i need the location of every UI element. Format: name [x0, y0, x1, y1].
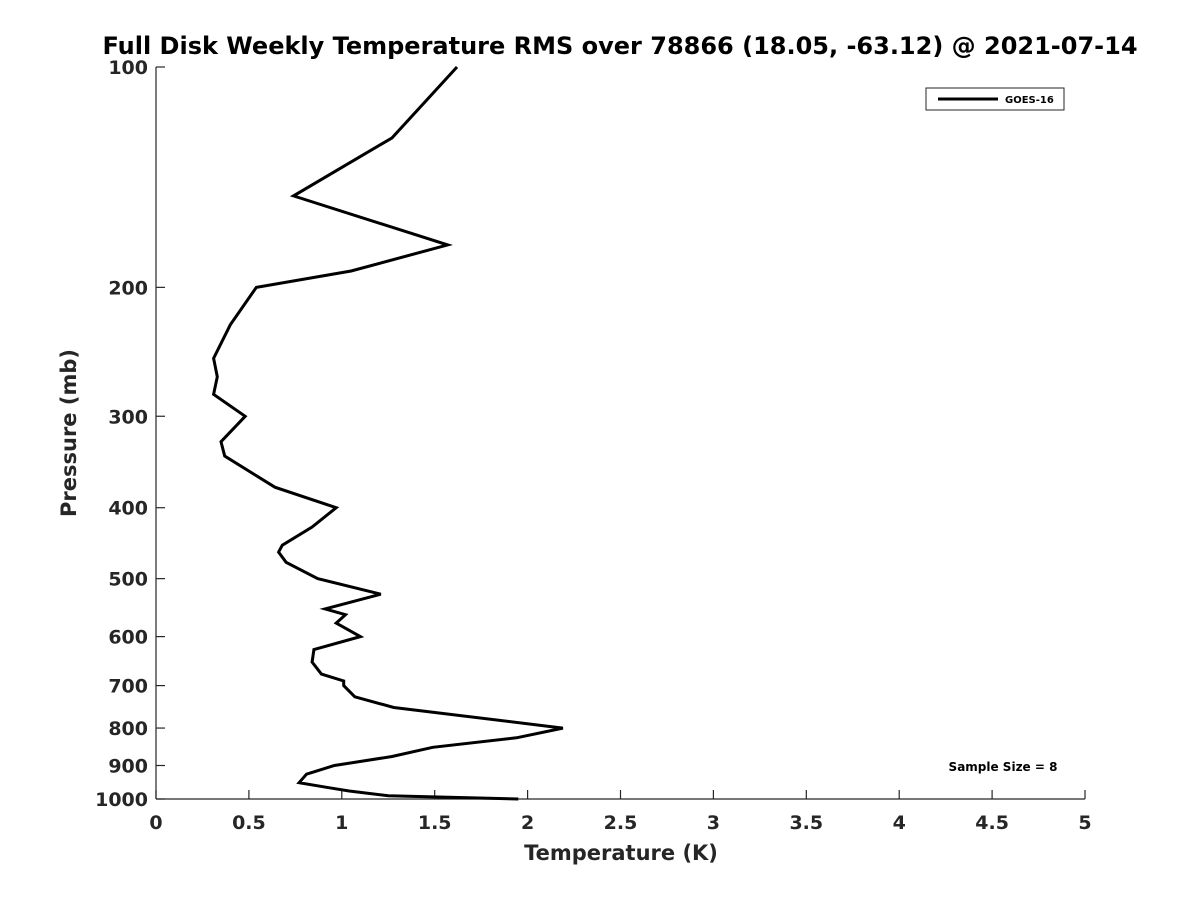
data-point	[299, 782, 300, 783]
data-point	[293, 195, 294, 196]
data-point	[516, 737, 517, 738]
data-point	[393, 707, 394, 708]
data-point	[213, 358, 214, 359]
chart-title: Full Disk Weekly Temperature RMS over 78…	[102, 32, 1137, 60]
data-point	[518, 799, 519, 800]
data-point	[343, 681, 344, 682]
data-point	[447, 244, 448, 245]
y-tick-label: 900	[108, 756, 148, 778]
sample-size-annotation: Sample Size = 8	[949, 760, 1058, 774]
data-point	[312, 526, 313, 527]
data-point	[274, 487, 275, 488]
data-point	[313, 649, 314, 650]
data-point	[312, 662, 313, 663]
data-point	[336, 623, 337, 624]
data-point	[349, 790, 350, 791]
data-point	[217, 376, 218, 377]
data-point	[245, 416, 246, 417]
data-point	[317, 578, 318, 579]
x-tick-label: 4.5	[975, 812, 1009, 834]
y-tick-label: 700	[108, 676, 148, 698]
y-tick-label: 400	[108, 498, 148, 520]
series-line-goes-16	[211, 65, 564, 801]
data-point	[360, 636, 361, 637]
y-tick-label: 800	[108, 718, 148, 740]
y-tick-label: 600	[108, 627, 148, 649]
y-axis-label: Pressure (mb)	[57, 349, 81, 517]
x-tick-label: 4	[893, 812, 906, 834]
data-point	[456, 67, 457, 68]
data-point	[278, 552, 279, 553]
x-tick-label: 1.5	[418, 812, 452, 834]
series-group	[211, 65, 564, 801]
data-point	[256, 287, 257, 288]
x-tick-label: 2.5	[604, 812, 638, 834]
data-point	[224, 456, 225, 457]
y-tick-label: 1000	[95, 789, 148, 811]
y-tick-label: 200	[108, 277, 148, 299]
data-point	[343, 685, 344, 686]
x-tick-label: 3.5	[789, 812, 823, 834]
data-point	[321, 674, 322, 675]
data-point	[354, 696, 355, 697]
y-tick-label: 500	[108, 569, 148, 591]
data-point	[328, 787, 329, 788]
data-point	[432, 747, 433, 748]
data-point	[221, 441, 222, 442]
data-point	[380, 594, 381, 595]
data-point	[334, 765, 335, 766]
data-point	[391, 756, 392, 757]
data-point	[336, 507, 337, 508]
legend-entry-goes-16: GOES-16	[1005, 95, 1054, 106]
data-point	[282, 545, 283, 546]
legend: GOES-16	[925, 87, 1065, 111]
y-axis-ticks: 100 200 300 400 500 600 700 800 900 1000	[95, 57, 165, 811]
data-point	[345, 614, 346, 615]
x-tick-label: 0.5	[232, 812, 266, 834]
data-point	[213, 394, 214, 395]
data-point	[388, 795, 389, 796]
data-point	[391, 137, 392, 138]
y-tick-label: 300	[108, 406, 148, 428]
y-tick-label: 100	[108, 57, 148, 79]
data-point	[325, 608, 326, 609]
x-tick-label: 5	[1078, 812, 1091, 834]
x-axis-label: Temperature (K)	[524, 841, 718, 865]
x-axis-ticks: 0 0.5 1 1.5 2 2.5 3 3.5 4 4.5 5	[149, 790, 1092, 834]
x-tick-label: 0	[149, 812, 162, 834]
data-point	[306, 774, 307, 775]
data-point	[286, 562, 287, 563]
x-tick-label: 1	[335, 812, 348, 834]
x-tick-label: 3	[707, 812, 720, 834]
data-point	[562, 728, 563, 729]
data-point	[351, 271, 352, 272]
data-point	[230, 324, 231, 325]
x-tick-label: 2	[521, 812, 534, 834]
